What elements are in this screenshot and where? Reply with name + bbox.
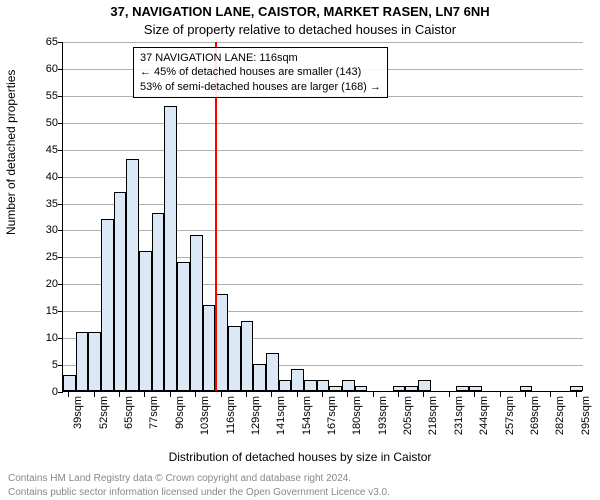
histogram-bar (279, 380, 292, 391)
y-axis-label: Number of detached properties (4, 70, 18, 235)
y-tick-label: 15 (46, 305, 58, 317)
histogram-bar (570, 386, 583, 391)
histogram-bar (520, 386, 533, 391)
footer-line2: Contains public sector information licen… (8, 487, 390, 498)
annotation-line: ← 45% of detached houses are smaller (14… (140, 65, 381, 79)
histogram-bar (405, 386, 418, 391)
gridline (63, 150, 583, 151)
histogram-bar (393, 386, 406, 391)
histogram-bar (317, 380, 330, 391)
x-tick-label: 77sqm (148, 396, 160, 429)
histogram-bar (418, 380, 431, 391)
y-tick-label: 50 (46, 117, 58, 129)
histogram-bar (253, 364, 266, 391)
histogram-bar (266, 353, 279, 391)
x-tick-label: 231sqm (453, 396, 465, 435)
histogram-bar (88, 332, 101, 391)
x-tick-label: 269sqm (529, 396, 541, 435)
chart-title-line1: 37, NAVIGATION LANE, CAISTOR, MARKET RAS… (0, 4, 600, 19)
histogram-bar (101, 219, 114, 391)
histogram-bar (76, 332, 89, 391)
x-tick-label: 90sqm (174, 396, 186, 429)
annotation-line: 37 NAVIGATION LANE: 116sqm (140, 51, 381, 65)
x-tick-label: 52sqm (98, 396, 110, 429)
footer-line1: Contains HM Land Registry data © Crown c… (8, 473, 351, 484)
histogram-bar (190, 235, 203, 391)
histogram-bar (114, 192, 127, 391)
x-tick-label: 167sqm (326, 396, 338, 435)
plot-area: 37 NAVIGATION LANE: 116sqm← 45% of detac… (62, 42, 582, 392)
x-tick-label: 154sqm (301, 396, 313, 435)
x-tick-label: 193sqm (377, 396, 389, 435)
annotation-line: 53% of semi-detached houses are larger (… (140, 80, 381, 94)
x-tick-label: 218sqm (427, 396, 439, 435)
y-tick-label: 30 (46, 224, 58, 236)
histogram-bar (456, 386, 469, 391)
x-tick-label: 141sqm (275, 396, 287, 435)
x-tick-label: 257sqm (504, 396, 516, 435)
x-tick-label: 180sqm (351, 396, 363, 435)
histogram-bar (355, 386, 368, 391)
x-tick-label: 116sqm (225, 396, 237, 434)
y-tick-label: 45 (46, 144, 58, 156)
gridline (63, 230, 583, 231)
histogram-bar (164, 106, 177, 391)
y-axis: 05101520253035404550556065 (26, 42, 62, 392)
x-tick-label: 295sqm (580, 396, 592, 435)
x-axis: 39sqm 52sqm 65sqm 77sqm 90sqm 103sqm 116sqm 129… (62, 392, 582, 452)
chart-container: 37, NAVIGATION LANE, CAISTOR, MARKET RAS… (0, 0, 600, 500)
y-tick-label: 35 (46, 198, 58, 210)
histogram-bar (63, 375, 76, 391)
y-tick-label: 55 (46, 90, 58, 102)
x-tick-label: 39sqm (72, 396, 84, 429)
histogram-bar (203, 305, 216, 391)
histogram-bar (342, 380, 355, 391)
histogram-bar (241, 321, 254, 391)
x-tick-label: 282sqm (554, 396, 566, 435)
gridline (63, 42, 583, 43)
histogram-bar (152, 213, 165, 391)
y-tick-label: 60 (46, 63, 58, 75)
y-tick-label: 65 (46, 36, 58, 48)
x-tick-label: 205sqm (402, 396, 414, 435)
chart-title-line2: Size of property relative to detached ho… (0, 22, 600, 37)
gridline (63, 204, 583, 205)
histogram-bar (126, 159, 139, 391)
histogram-bar (177, 262, 190, 391)
histogram-bar (469, 386, 482, 391)
histogram-bar (304, 380, 317, 391)
histogram-bar (329, 386, 342, 391)
annotation-box: 37 NAVIGATION LANE: 116sqm← 45% of detac… (133, 47, 388, 98)
y-tick-label: 10 (46, 332, 58, 344)
x-tick-label: 129sqm (250, 396, 262, 435)
y-tick-label: 25 (46, 251, 58, 263)
histogram-bar (228, 326, 241, 391)
x-tick-label: 244sqm (478, 396, 490, 435)
y-tick-label: 20 (46, 278, 58, 290)
x-tick-label: 103sqm (199, 396, 211, 435)
x-axis-label: Distribution of detached houses by size … (0, 450, 600, 464)
x-tick-label: 65sqm (123, 396, 135, 429)
histogram-bar (291, 369, 304, 391)
histogram-bar (139, 251, 152, 391)
gridline (63, 177, 583, 178)
gridline (63, 123, 583, 124)
y-tick-label: 40 (46, 171, 58, 183)
